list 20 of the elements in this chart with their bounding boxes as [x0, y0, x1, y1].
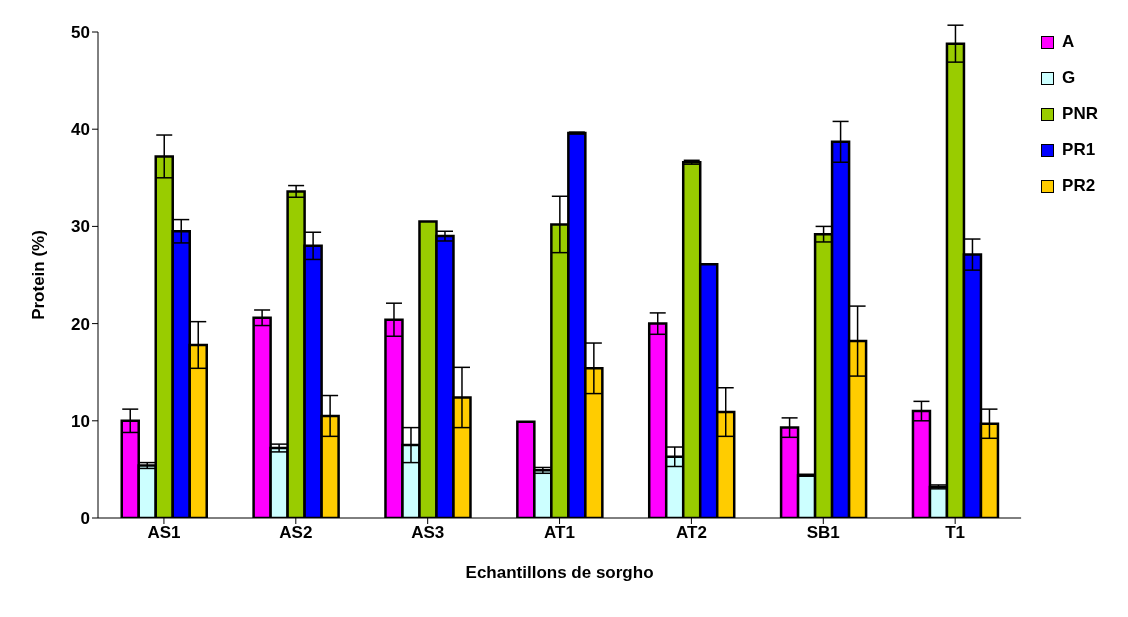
- legend-label: PR2: [1062, 176, 1096, 196]
- x-axis-title: Echantillons de sorgho: [465, 563, 654, 582]
- y-tick-label: 20: [71, 314, 90, 334]
- legend-label: PNR: [1062, 104, 1098, 124]
- x-tick-label: AS3: [411, 523, 445, 543]
- y-tick-label: 0: [80, 509, 90, 529]
- legend-label: G: [1062, 68, 1076, 88]
- x-tick-label: SB1: [806, 523, 840, 543]
- y-tick-label: 50: [71, 23, 90, 43]
- x-tick-label: T1: [945, 523, 966, 543]
- x-tick-label: AT1: [544, 523, 575, 543]
- x-tick-label: AS1: [147, 523, 181, 543]
- y-tick-label: 10: [71, 411, 90, 431]
- legend-label: A: [1062, 32, 1075, 52]
- y-tick-label: 40: [71, 120, 90, 140]
- legend-label: PR1: [1062, 140, 1096, 160]
- y-axis-title: Protein (%): [29, 230, 49, 320]
- x-tick-label: AS2: [279, 523, 313, 543]
- x-tick-label: AT2: [675, 523, 707, 543]
- y-tick-label: 30: [71, 217, 90, 237]
